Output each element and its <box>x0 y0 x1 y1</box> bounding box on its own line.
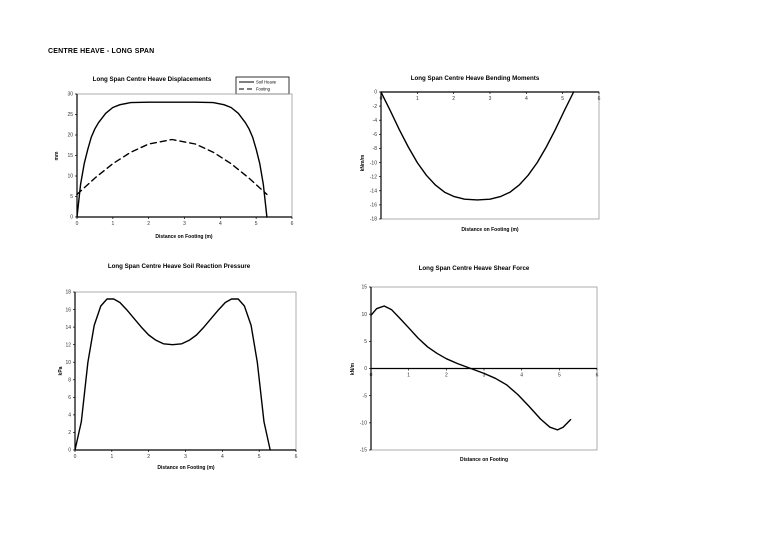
legend: Soil Heave Footing <box>235 76 290 95</box>
x-tick-label: 2 <box>147 221 150 227</box>
plot-area-frame <box>74 291 297 451</box>
x-tick-label: 0 <box>74 454 77 460</box>
x-tick-label: 2 <box>452 96 455 102</box>
y-axis-label: kN/m <box>350 362 356 375</box>
x-tick-label: 6 <box>598 96 601 102</box>
y-tick-label: 0 <box>70 215 73 221</box>
soil-reaction-pressure-chart: Long Span Centre Heave Soil Reaction Pre… <box>58 263 298 471</box>
y-tick-label: -16 <box>370 203 377 209</box>
chart-title: Long Span Centre Heave Shear Force <box>419 265 530 272</box>
y-tick-label: 10 <box>67 174 73 180</box>
x-tick-label: 5 <box>561 96 564 102</box>
chart-title: Long Span Centre Heave Soil Reaction Pre… <box>108 263 251 270</box>
y-tick-label: 12 <box>65 342 71 348</box>
legend-entry-soil-heave: Soil Heave <box>256 80 277 85</box>
y-tick-label: 6 <box>68 395 71 401</box>
y-tick-label: -4 <box>373 118 378 124</box>
x-tick-label: 5 <box>558 373 561 379</box>
x-tick-label: 4 <box>525 96 528 102</box>
y-tick-label: -14 <box>370 188 377 194</box>
y-tick-label: 20 <box>67 133 73 139</box>
shear-force-chart: Long Span Centre Heave Shear Force Dista… <box>350 265 599 463</box>
x-tick-label: 0 <box>380 96 383 102</box>
x-tick-label: 2 <box>147 454 150 460</box>
y-tick-label: -8 <box>373 146 378 152</box>
bending-moments-chart: Long Span Centre Heave Bending Moments D… <box>360 75 601 233</box>
y-tick-label: -10 <box>360 421 367 427</box>
series-line <box>380 91 575 201</box>
y-tick-label: 10 <box>361 312 367 318</box>
y-tick-label: 15 <box>67 153 73 159</box>
x-tick-label: 6 <box>295 454 298 460</box>
y-tick-label: 0 <box>68 448 71 454</box>
x-tick-label: 5 <box>258 454 261 460</box>
x-tick-label: 2 <box>445 373 448 379</box>
x-axis-label: Distance on Footing (m) <box>157 465 215 471</box>
x-tick-label: 5 <box>255 221 258 227</box>
x-tick-label: 4 <box>221 454 224 460</box>
x-axis-label: Distance on Footing (m) <box>461 227 519 233</box>
x-tick-label: 0 <box>76 221 79 227</box>
displacements-chart: Long Span Centre Heave Displacements Dis… <box>54 76 294 240</box>
x-tick-label: 6 <box>291 221 294 227</box>
y-tick-label: 16 <box>65 307 71 313</box>
series-line <box>76 101 268 218</box>
series-line <box>76 138 268 196</box>
y-tick-label: 5 <box>364 339 367 345</box>
y-tick-label: 14 <box>65 325 71 331</box>
legend-entry-footing: Footing <box>256 87 271 92</box>
page-title: CENTRE HEAVE - LONG SPAN <box>48 48 155 55</box>
y-axis-label: kNm/m <box>360 154 366 171</box>
y-tick-label: 0 <box>374 90 377 96</box>
plot-area-frame <box>76 93 293 218</box>
x-tick-label: 4 <box>219 221 222 227</box>
y-tick-label: -5 <box>363 393 368 399</box>
x-tick-label: 1 <box>416 96 419 102</box>
y-tick-label: -15 <box>360 448 367 454</box>
x-tick-label: 3 <box>184 454 187 460</box>
x-axis-label: Distance on Footing <box>460 457 508 463</box>
x-tick-label: 0 <box>370 373 373 379</box>
y-tick-label: 8 <box>68 377 71 383</box>
y-tick-label: -6 <box>373 132 378 138</box>
y-tick-label: 25 <box>67 112 73 118</box>
y-tick-label: -12 <box>370 174 377 180</box>
y-tick-label: 5 <box>70 194 73 200</box>
x-tick-label: 4 <box>520 373 523 379</box>
x-tick-label: 3 <box>483 373 486 379</box>
y-tick-label: -18 <box>370 217 377 223</box>
x-axis-label: Distance on Footing (m) <box>155 234 213 240</box>
x-tick-label: 1 <box>110 454 113 460</box>
chart-title: Long Span Centre Heave Displacements <box>93 76 212 83</box>
chart-title: Long Span Centre Heave Bending Moments <box>411 75 540 82</box>
y-axis-label: mm <box>54 151 60 160</box>
y-tick-label: 4 <box>68 413 71 419</box>
x-tick-label: 6 <box>596 373 599 379</box>
y-axis-label: kPa <box>58 366 64 375</box>
y-tick-label: 18 <box>65 290 71 296</box>
x-tick-label: 1 <box>407 373 410 379</box>
x-tick-label: 1 <box>111 221 114 227</box>
y-tick-label: -2 <box>373 104 378 110</box>
y-tick-label: 0 <box>364 366 367 372</box>
x-tick-label: 3 <box>489 96 492 102</box>
series-line <box>74 298 271 451</box>
x-tick-label: 3 <box>183 221 186 227</box>
y-tick-label: -10 <box>370 160 377 166</box>
series-line <box>370 305 572 431</box>
y-tick-label: 2 <box>68 430 71 436</box>
y-tick-label: 10 <box>65 360 71 366</box>
y-tick-label: 30 <box>67 92 73 98</box>
y-tick-label: 15 <box>361 285 367 291</box>
